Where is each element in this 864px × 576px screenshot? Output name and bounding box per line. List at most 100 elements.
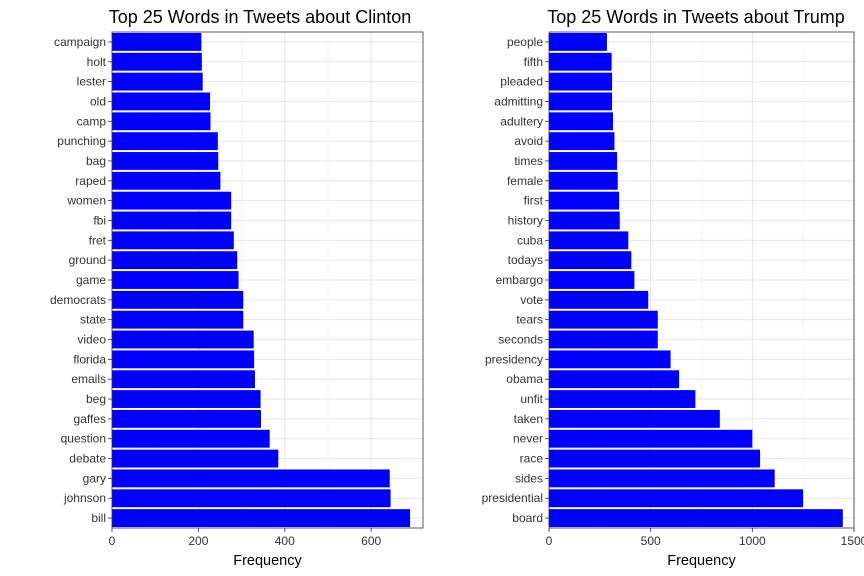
bar-raped	[112, 171, 221, 190]
y-tick-label: ground	[69, 253, 106, 267]
y-tick-label: gaffes	[74, 412, 106, 426]
y-tick-label: johnson	[63, 491, 106, 505]
bar-ground	[112, 251, 238, 270]
bar-unfit	[549, 390, 696, 408]
y-tick-label: video	[77, 333, 106, 347]
y-tick-label: bill	[91, 511, 106, 525]
y-tick-label: debate	[69, 452, 106, 466]
bar-fifth	[549, 52, 612, 71]
bar-cuba	[549, 231, 629, 250]
y-tick-label: fret	[89, 233, 107, 247]
y-tick-label: never	[513, 432, 543, 446]
bar-never	[549, 429, 753, 448]
y-tick-label: avoid	[514, 134, 543, 148]
y-tick-label: bag	[86, 154, 106, 168]
y-tick-label: emails	[71, 372, 106, 386]
bar-holt	[112, 52, 202, 71]
y-tick-label: beg	[86, 392, 106, 406]
y-tick-label: first	[524, 194, 544, 208]
bar-embargo	[549, 271, 635, 289]
bar-sides	[549, 469, 775, 488]
y-tick-label: seconds	[498, 333, 543, 347]
bar-lester	[112, 72, 203, 91]
bar-women	[112, 191, 232, 210]
y-tick-label: old	[90, 94, 106, 108]
bar-seconds	[549, 330, 658, 349]
y-tick-label: state	[80, 313, 106, 327]
x-axis-title: Frequency	[667, 553, 736, 569]
y-tick-label: women	[66, 194, 106, 208]
y-tick-label: democrats	[50, 293, 106, 307]
y-tick-label: race	[520, 452, 544, 466]
bar-vote	[549, 290, 649, 309]
bar-democrats	[112, 290, 244, 309]
y-tick-label: taken	[514, 412, 543, 426]
bar-camp	[112, 112, 211, 131]
bar-female	[549, 171, 618, 190]
bar-taken	[549, 409, 720, 428]
bar-game	[112, 271, 239, 289]
y-tick-label: holt	[87, 55, 107, 69]
bar-presidency	[549, 350, 671, 369]
chart-title: Top 25 Words in Tweets about Trump	[547, 7, 845, 27]
y-tick-label: fifth	[524, 55, 543, 69]
bar-old	[112, 92, 211, 111]
y-tick-label: presidential	[482, 491, 543, 505]
bar-question	[112, 429, 270, 448]
y-tick-label: female	[507, 174, 543, 188]
y-tick-label: fbi	[93, 213, 106, 227]
y-tick-label: game	[76, 273, 106, 287]
x-tick-label: 1000	[739, 534, 766, 548]
y-tick-label: cuba	[517, 233, 543, 247]
bar-first	[549, 191, 620, 210]
bar-obama	[549, 370, 680, 389]
y-tick-label: presidency	[485, 352, 543, 366]
bar-gary	[112, 469, 390, 488]
y-tick-label: campaign	[54, 35, 106, 49]
y-tick-label: todays	[508, 253, 543, 267]
bar-campaign	[112, 32, 202, 51]
bar-emails	[112, 370, 255, 389]
bar-florida	[112, 350, 255, 369]
x-tick-label: 400	[275, 534, 295, 548]
chart-panel-2: Top 25 Words in Tweets about Trump people…	[482, 7, 864, 569]
bar-admitting	[549, 92, 613, 111]
x-tick-label: 600	[361, 534, 381, 548]
chart-title: Top 25 Words in Tweets about Clinton	[109, 7, 412, 27]
y-tick-label: times	[514, 154, 543, 168]
bar-fret	[112, 231, 234, 250]
x-axis-title: Frequency	[233, 553, 302, 569]
y-tick-label: question	[61, 432, 106, 446]
bar-todays	[549, 251, 632, 270]
y-tick-label: vote	[520, 293, 543, 307]
y-tick-label: raped	[75, 174, 106, 188]
y-tick-label: punching	[57, 134, 106, 148]
y-tick-label: board	[512, 511, 543, 525]
bar-johnson	[112, 489, 391, 508]
bar-fbi	[112, 211, 232, 230]
bar-state	[112, 310, 244, 329]
bar-board	[549, 509, 843, 528]
y-tick-label: admitting	[494, 94, 543, 108]
x-tick-label: 0	[109, 534, 116, 548]
bar-beg	[112, 390, 261, 408]
y-tick-label: unfit	[520, 392, 543, 406]
y-tick-label: sides	[515, 471, 543, 485]
bar-punching	[112, 132, 218, 151]
bar-avoid	[549, 132, 615, 151]
y-tick-label: lester	[77, 75, 106, 89]
x-tick-label: 1500	[841, 534, 864, 548]
y-tick-label: embargo	[496, 273, 544, 287]
bar-times	[549, 152, 618, 170]
y-tick-label: tears	[516, 313, 543, 327]
y-tick-label: camp	[77, 114, 107, 128]
y-tick-label: history	[508, 213, 543, 227]
x-tick-label: 200	[188, 534, 208, 548]
y-tick-label: obama	[506, 372, 543, 386]
bar-video	[112, 330, 254, 349]
y-tick-label: pleaded	[500, 75, 543, 89]
bar-presidential	[549, 489, 804, 508]
bar-bag	[112, 152, 219, 170]
x-tick-label: 0	[546, 534, 553, 548]
